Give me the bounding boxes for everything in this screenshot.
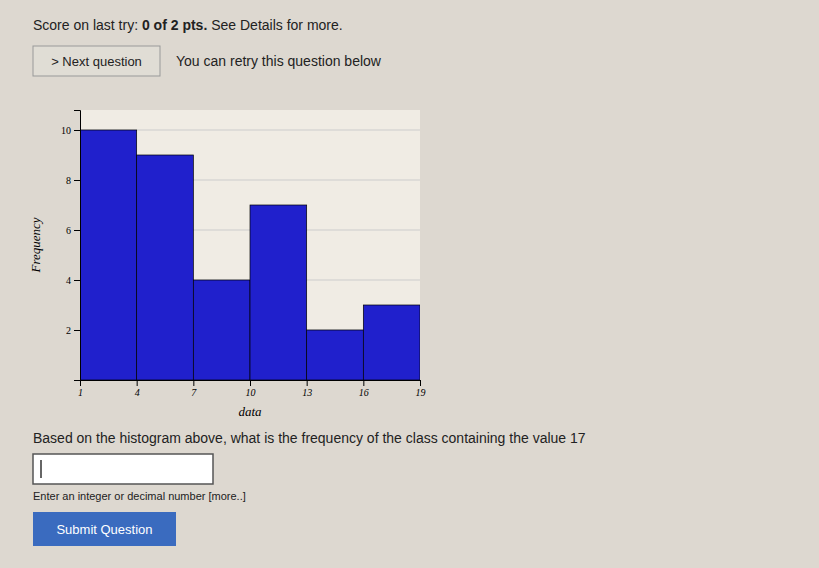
input-hint: Enter an integer or decimal number [more… bbox=[33, 490, 246, 502]
y-tick: 10 bbox=[61, 125, 80, 136]
x-tick-label: 16 bbox=[359, 387, 369, 398]
y-axis: 2 4 6 8 10 bbox=[61, 111, 81, 381]
histogram-bar bbox=[250, 205, 307, 380]
next-button-box[interactable] bbox=[33, 46, 160, 76]
y-axis-title: Frequency bbox=[28, 217, 43, 273]
page: Score on last try: 0 of 2 pts. See Detai… bbox=[0, 0, 819, 568]
x-tick: 19 bbox=[416, 380, 426, 398]
x-tick: 4 bbox=[135, 380, 140, 398]
answer-input-box[interactable] bbox=[33, 454, 213, 484]
x-tick-label: 7 bbox=[191, 387, 197, 398]
x-tick: 7 bbox=[191, 380, 197, 398]
x-tick-mark bbox=[363, 380, 364, 386]
x-axis-title: data bbox=[238, 404, 262, 419]
x-tick-mark bbox=[193, 380, 194, 386]
y-tick-mark bbox=[74, 230, 80, 231]
x-tick: 16 bbox=[359, 380, 369, 398]
y-tick: 4 bbox=[66, 275, 80, 286]
score-text: Score on last try: bbox=[33, 17, 142, 33]
plot-background bbox=[80, 110, 420, 380]
y-tick: 6 bbox=[66, 225, 80, 236]
x-tick: 13 bbox=[302, 380, 312, 398]
score-bold: 0 of 2 pts. bbox=[142, 17, 207, 33]
y-tick: 2 bbox=[66, 325, 80, 336]
y-tick-mark bbox=[74, 180, 80, 181]
x-tick-label: 4 bbox=[135, 387, 140, 398]
x-tick-label: 19 bbox=[416, 387, 426, 398]
x-tick-label: 1 bbox=[78, 387, 83, 398]
retry-text: You can retry this question below bbox=[176, 53, 382, 69]
answer-input[interactable] bbox=[33, 454, 213, 484]
y-tick-label: 4 bbox=[66, 275, 71, 286]
histogram-bar bbox=[363, 305, 420, 380]
next-button[interactable]: > Next question bbox=[33, 46, 160, 76]
x-tick-mark bbox=[307, 380, 308, 386]
x-tick-mark bbox=[137, 380, 138, 386]
x-tick: 1 bbox=[78, 380, 83, 398]
y-tick-label: 8 bbox=[66, 175, 71, 186]
x-tick-label: 13 bbox=[302, 387, 312, 398]
y-axis-line bbox=[74, 111, 81, 381]
submit-button[interactable]: Submit Question bbox=[33, 512, 176, 546]
y-tick-label: 10 bbox=[61, 125, 71, 136]
bars bbox=[80, 130, 420, 380]
y-tick-label: 2 bbox=[66, 325, 71, 336]
x-tick: 10 bbox=[246, 380, 256, 398]
y-tick-mark bbox=[74, 130, 80, 131]
score-end: See Details for more. bbox=[207, 17, 342, 33]
x-tick-label: 10 bbox=[246, 387, 256, 398]
y-tick-mark bbox=[74, 330, 80, 331]
x-tick-mark bbox=[250, 380, 251, 386]
question-text: Based on the histogram above, what is th… bbox=[33, 430, 586, 446]
submit-button-box[interactable] bbox=[33, 512, 176, 546]
y-tick-mark bbox=[74, 280, 80, 281]
chart: 1 4 7 10 13 16 19 2 4 6 8 10 data Frequency bbox=[28, 110, 426, 419]
next-button-label[interactable]: > Next question bbox=[51, 54, 142, 69]
histogram-bar bbox=[193, 280, 250, 380]
x-tick-mark bbox=[420, 380, 421, 386]
y-tick-label: 6 bbox=[66, 225, 71, 236]
histogram-bar bbox=[137, 155, 194, 380]
x-axis-line bbox=[81, 381, 421, 387]
y-tick: 8 bbox=[66, 175, 80, 186]
submit-button-label[interactable]: Submit Question bbox=[56, 522, 152, 537]
x-axis: 1 4 7 10 13 16 19 bbox=[78, 380, 426, 398]
histogram-bar bbox=[307, 330, 364, 380]
input-cursor bbox=[40, 460, 42, 478]
histogram-bar bbox=[80, 130, 137, 380]
score-line: Score on last try: 0 of 2 pts. See Detai… bbox=[33, 17, 343, 33]
